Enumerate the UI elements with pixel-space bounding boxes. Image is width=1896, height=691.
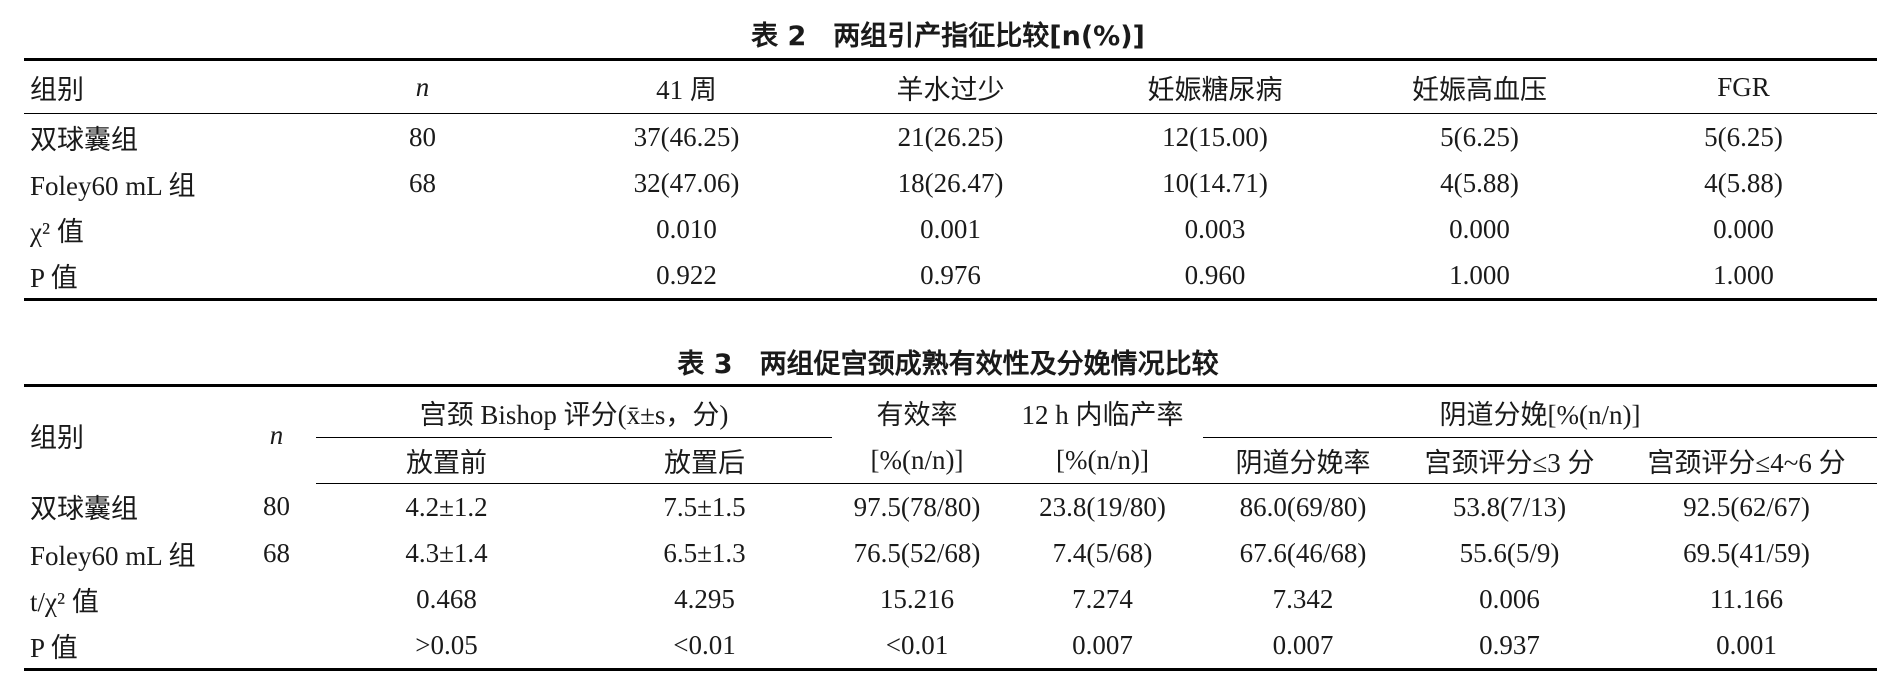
table-cell [292, 206, 553, 252]
header-cell: 放置后 [577, 437, 833, 484]
table-cell: 21(26.25) [897, 121, 1004, 152]
header-cell: 宫颈评分≤3 分 [1403, 437, 1617, 484]
table-cell: 5(6.25) [1704, 121, 1783, 152]
table-cell: 0.976 [920, 259, 981, 290]
table-row: P 值 0.922 0.976 0.960 1.000 1.000 [24, 252, 1877, 300]
header-cell: 放置前 [316, 437, 577, 484]
header-cell: [%(n/n)] [1002, 437, 1204, 484]
table-cell: χ² 值 [30, 216, 84, 247]
table-cell: 6.5±1.3 [663, 537, 746, 568]
table-cell: 69.5(41/59) [1683, 537, 1810, 568]
table-cell: 97.5(78/80) [853, 491, 981, 522]
header-cell: 组别 [24, 59, 292, 114]
table-cell: Foley60 mL 组 [30, 170, 196, 201]
table-cell: 4(5.88) [1704, 167, 1783, 198]
table-cell: 68 [409, 167, 436, 198]
table-row: 组别 n 41 周羊水过少 妊娠糖尿病 妊娠高血压 FGR [24, 59, 1877, 114]
table-cell: 0.000 [1713, 213, 1774, 244]
table-cell: 53.8(7/13) [1452, 491, 1567, 522]
table-cell: 7.342 [1272, 583, 1334, 614]
table-cell: 68 [263, 537, 290, 568]
table-cell: 7.4(5/68) [1052, 537, 1153, 568]
table: 组别 n 41 周羊水过少 妊娠糖尿病 妊娠高血压 FGR 双球囊组 80 37(46.25) 2… [24, 58, 1877, 301]
table-cell: 4(5.88) [1440, 167, 1519, 198]
table-cell: 7.5±1.5 [663, 491, 746, 522]
table-cell: 67.6(46/68) [1239, 537, 1367, 568]
table-cell: 7.274 [1072, 583, 1133, 614]
table-cell: 4.3±1.4 [405, 537, 488, 568]
table-cell: 0.937 [1479, 629, 1540, 660]
header-cell: FGR [1610, 59, 1877, 114]
table-cell: 0.001 [1716, 629, 1777, 660]
table-cell: P 值 [30, 262, 78, 293]
table-cell: 0.960 [1184, 259, 1246, 290]
table-cell: 4.2±1.2 [405, 491, 488, 522]
table-cell: P 值 [30, 632, 78, 663]
table-cell: 0.007 [1272, 629, 1334, 660]
header-cell: 宫颈 Bishop 评分(x̄±s，分) [316, 385, 833, 438]
header-cell: 组别 [30, 422, 84, 453]
table-cell [237, 576, 316, 622]
table-cell: 11.166 [1709, 583, 1784, 614]
header-cell: n [269, 419, 284, 450]
table-cell [292, 252, 553, 300]
table-title: 表 3 两组促宫颈成熟有效性及分娩情况比较 [677, 349, 1219, 380]
table-row: 双球囊组 80 37(46.25) 21(26.25) 12(15.00) 5(6.25)… [24, 114, 1877, 161]
table-cell: 0.003 [1184, 213, 1246, 244]
table-cell: 0.000 [1449, 213, 1510, 244]
table-cell: 0.468 [416, 583, 477, 614]
header-cell: 阴道分娩率 [1203, 437, 1404, 484]
header-cell: 妊娠高血压 [1349, 59, 1610, 114]
table-row: Foley60 mL 组 68 4.3±1.4 6.5±1.3 76.5(52/68) 7… [24, 530, 1877, 576]
table-cell [237, 622, 316, 670]
table-cell: 55.6(5/9) [1459, 537, 1560, 568]
table-cell: <0.01 [885, 629, 949, 660]
header-cell: 宫颈评分≤4~6 分 [1616, 437, 1878, 484]
header-cell: 羊水过少 [820, 59, 1081, 114]
table-cell: 0.922 [656, 259, 717, 290]
table-cell: 1.000 [1449, 259, 1510, 290]
table-cell: 0.007 [1072, 629, 1133, 660]
table-row: P 值 >0.05 <0.01 <0.01 0.007 0.007 0.937 0.001 [24, 622, 1877, 670]
header-cell: [%(n/n)] [832, 437, 1003, 484]
table-row: 双球囊组 80 4.2±1.2 7.5±1.5 97.5(78/80) 23.8(19/8… [24, 484, 1877, 531]
table-cell: 23.8(19/80) [1039, 491, 1166, 522]
table-cell: <0.01 [673, 629, 736, 660]
header-cell: n [292, 59, 553, 114]
table-cell: 18(26.47) [897, 167, 1004, 198]
header-cell: 阴道分娩[%(n/n)] [1203, 385, 1878, 438]
table-cell: 双球囊组 [30, 124, 138, 155]
table-cell: Foley60 mL 组 [30, 540, 196, 571]
table-cell: 76.5(52/68) [853, 537, 981, 568]
table-title: 表 2 两组引产指征比较[n(%)] [751, 21, 1145, 52]
table-row: t/χ² 值 0.468 4.295 15.216 7.274 7.342 0.006 11.… [24, 576, 1877, 622]
table-cell: 15.216 [879, 583, 955, 614]
table-cell: >0.05 [415, 629, 478, 660]
table-row: χ² 值 0.010 0.001 0.003 0.000 0.000 [24, 206, 1877, 252]
table-cell: 4.295 [674, 583, 735, 614]
table-cell: 1.000 [1713, 259, 1774, 290]
header-cell: 12 h 内临产率 [1021, 399, 1184, 430]
table-cell: 80 [409, 121, 436, 152]
table-cell: 92.5(62/67) [1683, 491, 1810, 522]
table-cell: 12(15.00) [1162, 121, 1268, 152]
table-cell: 37(46.25) [633, 121, 740, 152]
table-cell: 80 [263, 491, 290, 522]
header-cell: 有效率 [876, 399, 958, 430]
table-row: Foley60 mL 组 68 32(47.06) 18(26.47) 10(14.71… [24, 160, 1877, 206]
table-cell: 32(47.06) [633, 167, 740, 198]
table-cell: 双球囊组 [30, 494, 138, 525]
table: 组别 n 宫颈 Bishop 评分(x̄±s，分) 有效率 12 h 内临产率 … [24, 384, 1878, 671]
header-cell: 妊娠糖尿病 [1081, 59, 1349, 114]
table-cell: 0.001 [920, 213, 981, 244]
table-cell: 0.006 [1479, 583, 1540, 614]
table-cell: 0.010 [656, 213, 717, 244]
table-cell: t/χ² 值 [30, 586, 99, 617]
table-cell: 86.0(69/80) [1239, 491, 1367, 522]
header-cell: 41 周 [553, 59, 820, 114]
table-cell: 10(14.71) [1162, 167, 1268, 198]
table-cell: 5(6.25) [1440, 121, 1519, 152]
